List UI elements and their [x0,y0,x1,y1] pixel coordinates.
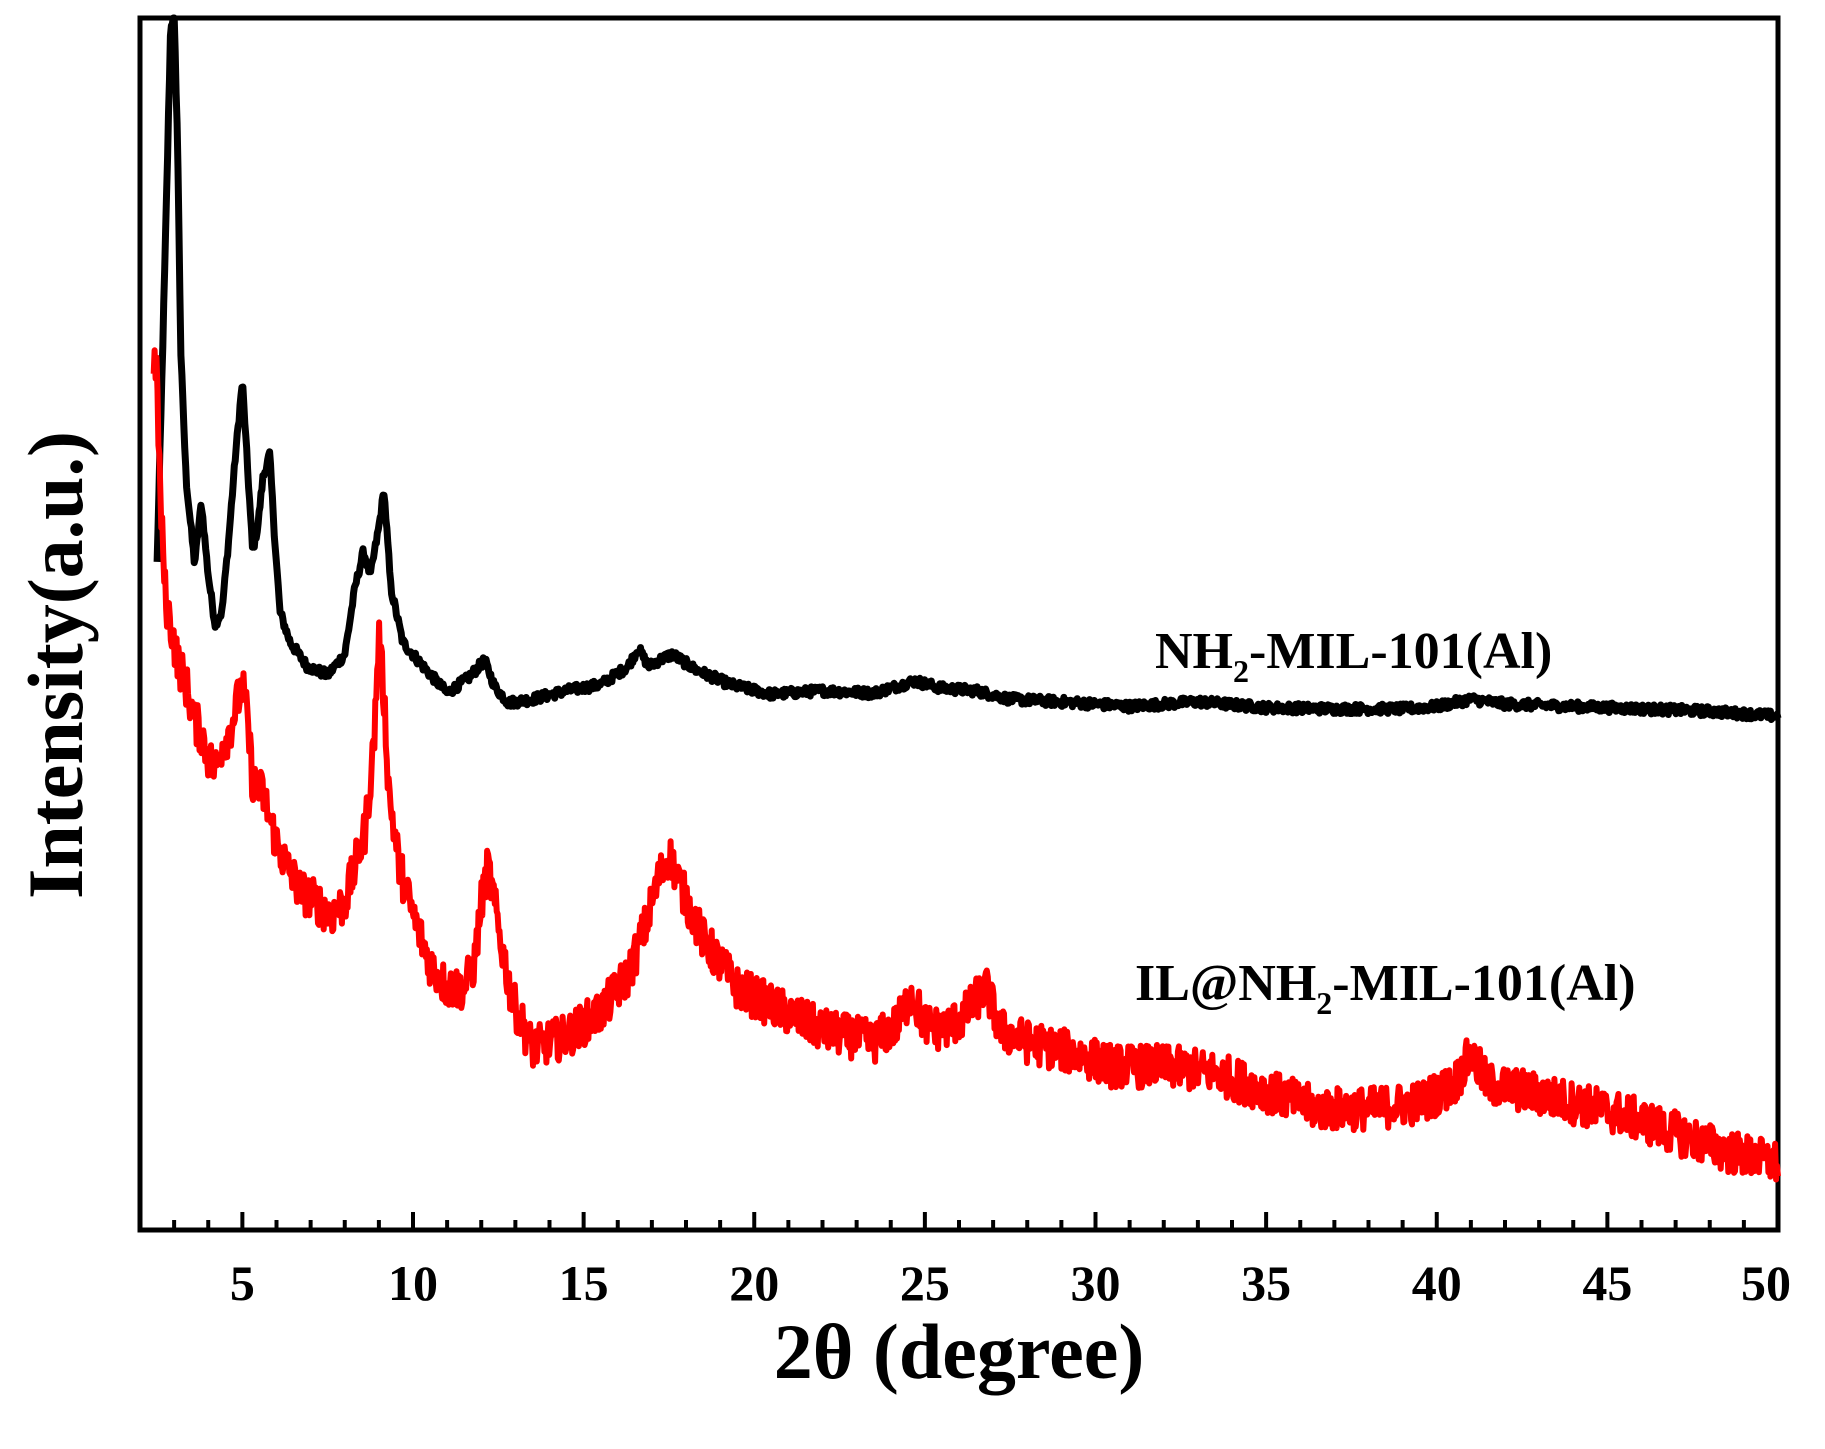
x-tick-label: 35 [1241,1255,1291,1311]
series-layer [150,14,1782,1183]
x-tick-label: 40 [1412,1255,1462,1311]
x-tick-label: 5 [230,1255,255,1311]
x-axis-title: 2θ (degree) [774,1308,1145,1395]
series-label-nh2-mil-101-sub: 2 [1233,653,1249,689]
x-axis-tick-labels: 5 10 15 20 25 30 35 40 45 50 [230,1255,1791,1311]
series-label-il-nh2-mil-101-sub: 2 [1316,985,1332,1021]
series-line-il-nh2-mil-101 [150,347,1781,1183]
series-line-nh2-mil-101 [153,14,1782,723]
series-label-il-nh2-mil-101-main: IL@NH [1135,955,1316,1012]
series-label-nh2-mil-101-rest: -MIL-101(Al) [1249,623,1552,680]
x-tick-label: 20 [729,1255,779,1311]
series-label-nh2-mil-101-main: NH [1155,623,1233,680]
series-label-nh2-mil-101: NH2-MIL-101(Al) [1155,623,1552,689]
y-axis-title: Intensity(a.u.) [12,431,99,899]
x-tick-label: 45 [1582,1255,1632,1311]
x-tick-label: 50 [1741,1255,1791,1311]
x-tick-label: 25 [900,1255,950,1311]
x-tick-label: 10 [388,1255,438,1311]
x-tick-label: 30 [1071,1255,1121,1311]
series-label-il-nh2-mil-101-rest: -MIL-101(Al) [1332,955,1635,1012]
series-label-il-nh2-mil-101: IL@NH2-MIL-101(Al) [1135,955,1636,1021]
x-tick-label: 15 [559,1255,609,1311]
x-axis-ticks [138,1212,1780,1230]
